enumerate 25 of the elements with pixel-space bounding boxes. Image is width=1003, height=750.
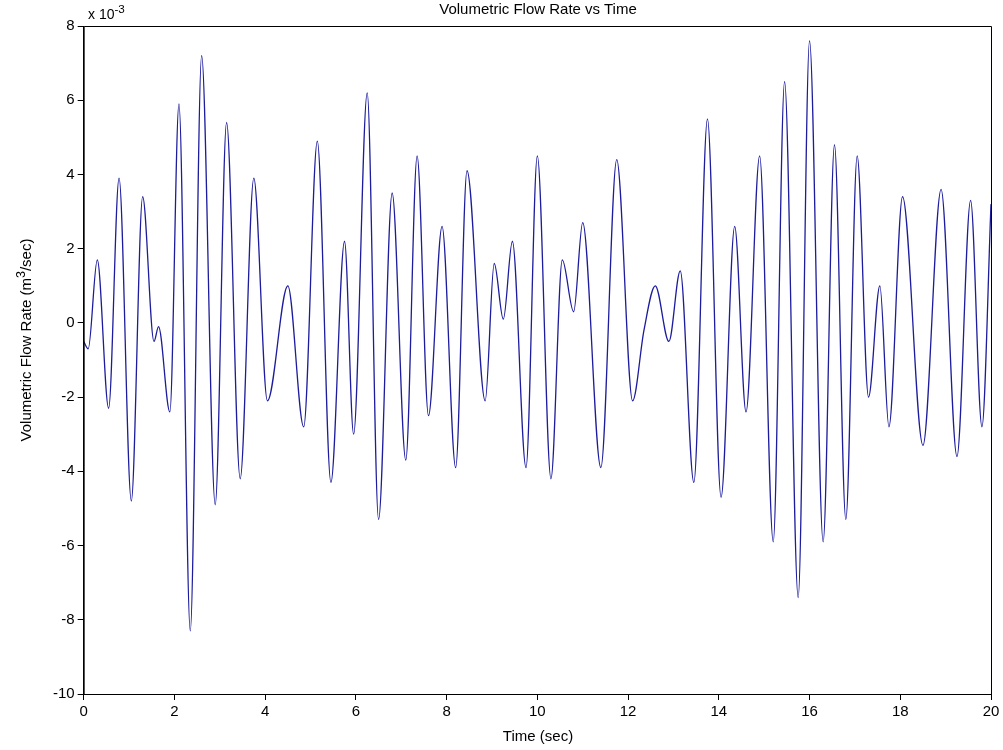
text: x 10$^{-3}$	[88, 1, 125, 23]
y-tick-label: 2	[66, 238, 75, 256]
x-axis-title: Time (sec)	[501, 727, 575, 744]
x-tick-label: 12	[619, 702, 637, 720]
y-tick-label: -10	[52, 684, 75, 702]
x-tick-label: 20	[982, 702, 1000, 720]
x-tick-label: 6	[351, 702, 361, 720]
x-tick-label: 18	[891, 702, 909, 720]
x-tick-label: 0	[79, 702, 88, 720]
y-tick-label: 4	[66, 164, 75, 182]
x-tick-label: 8	[442, 702, 451, 720]
x-tick-label: 14	[710, 702, 728, 720]
y-tick-label: -8	[61, 609, 75, 627]
x-tick-label: 2	[170, 702, 179, 720]
y-tick-label: 0	[66, 313, 75, 331]
x-tick-label: 4	[260, 702, 270, 720]
chart-title: Volumetric Flow Rate vs Time	[439, 0, 637, 17]
y-tick-label: -2	[61, 387, 75, 405]
y-tick-label: 8	[66, 16, 75, 34]
x-tick-label: 16	[801, 702, 818, 720]
line-series	[83, 40, 991, 632]
y-tick-label: -4	[61, 461, 75, 479]
x-tick-label: 10	[529, 702, 546, 720]
y-tick-label: -6	[61, 535, 75, 553]
y-tick-label: 6	[66, 90, 75, 108]
